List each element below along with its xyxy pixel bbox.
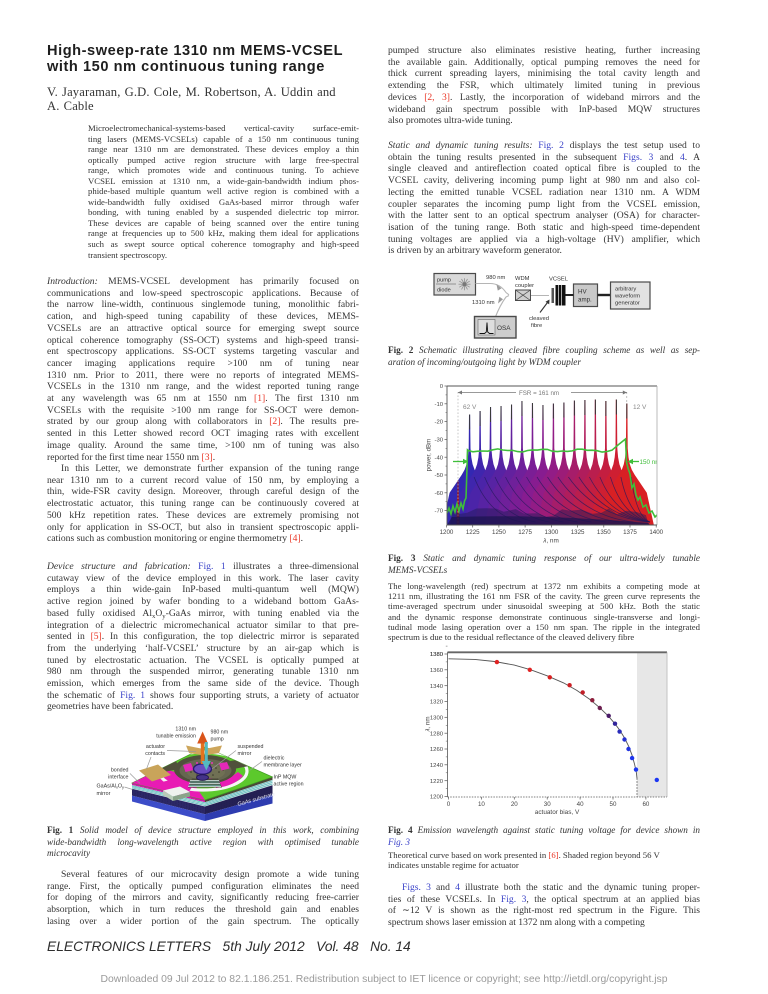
svg-text:arbitrary: arbitrary [615, 287, 636, 293]
svg-text:30: 30 [544, 801, 551, 808]
svg-text:-30: -30 [434, 438, 443, 444]
svg-text:1380: 1380 [430, 652, 444, 658]
svg-text:1200: 1200 [430, 795, 444, 801]
svg-text:1260: 1260 [430, 747, 444, 753]
svg-text:1240: 1240 [430, 763, 444, 769]
svg-text:contacts: contacts [145, 751, 165, 757]
svg-text:1400: 1400 [649, 529, 663, 536]
svg-text:fibre: fibre [531, 323, 542, 329]
svg-text:InP MQW: InP MQW [274, 775, 297, 781]
svg-text:cleaved: cleaved [529, 316, 549, 322]
svg-text:60: 60 [642, 801, 649, 808]
svg-text:1310 nm: 1310 nm [175, 727, 196, 733]
svg-text:980 nm: 980 nm [486, 275, 506, 281]
svg-text:1220: 1220 [430, 779, 444, 785]
svg-text:pump: pump [437, 278, 451, 284]
svg-text:1320: 1320 [430, 700, 444, 706]
svg-text:bonded: bonded [111, 768, 129, 774]
svg-text:62 V: 62 V [463, 404, 477, 411]
svg-text:-10: -10 [434, 402, 443, 408]
svg-text:diode: diode [437, 288, 451, 294]
svg-text:1250: 1250 [492, 529, 506, 536]
svg-text:pump: pump [211, 737, 224, 743]
svg-text:-20: -20 [434, 420, 443, 426]
svg-text:suspended: suspended [238, 744, 264, 750]
svg-text:OSA: OSA [497, 325, 511, 332]
svg-text:dielectric: dielectric [264, 756, 285, 762]
svg-text:1200: 1200 [440, 529, 454, 536]
svg-text:waveform: waveform [614, 294, 640, 300]
svg-text:mirror: mirror [238, 751, 252, 757]
svg-text:1275: 1275 [518, 529, 532, 536]
svg-text:WDM: WDM [515, 276, 530, 282]
svg-text:FSR = 161 nm: FSR = 161 nm [519, 390, 559, 397]
svg-text:-60: -60 [434, 491, 443, 497]
svg-text:mirror: mirror [97, 791, 111, 797]
svg-text:1300: 1300 [430, 715, 444, 721]
svg-text:1300: 1300 [545, 529, 559, 536]
svg-text:50: 50 [610, 801, 617, 808]
svg-text:-70: -70 [434, 509, 443, 515]
svg-text:generator: generator [615, 301, 640, 307]
svg-text:1280: 1280 [430, 731, 444, 737]
svg-text:1375: 1375 [623, 529, 637, 536]
svg-text:150 nm: 150 nm [640, 459, 661, 466]
svg-text:VCSEL: VCSEL [549, 277, 569, 283]
svg-text:GaAs/AlxOy: GaAs/AlxOy [97, 784, 125, 790]
svg-text:0: 0 [447, 801, 451, 808]
svg-text:coupler: coupler [515, 283, 534, 289]
svg-text:active region: active region [274, 782, 304, 788]
svg-text:1380: 1380 [430, 652, 444, 658]
svg-text:membrane layer: membrane layer [264, 763, 303, 769]
svg-text:actuator: actuator [146, 744, 165, 750]
svg-text:980 nm: 980 nm [211, 730, 229, 736]
svg-text:actuator bias, V: actuator bias, V [535, 809, 580, 816]
svg-text:1225: 1225 [466, 529, 480, 536]
svg-text:power, dBm: power, dBm [426, 439, 433, 472]
svg-text:12 V: 12 V [633, 404, 647, 411]
svg-text:20: 20 [511, 801, 518, 808]
svg-text:1325: 1325 [571, 529, 585, 536]
svg-text:1310 nm: 1310 nm [472, 300, 495, 306]
svg-text:λ, nm: λ, nm [542, 538, 559, 545]
svg-text:1340: 1340 [430, 684, 444, 690]
svg-text:10: 10 [478, 801, 485, 808]
svg-text:1360: 1360 [430, 668, 444, 674]
svg-text:interface: interface [108, 775, 128, 781]
svg-text:40: 40 [577, 801, 584, 808]
svg-text:-50: -50 [434, 473, 443, 479]
svg-text:HV: HV [578, 289, 587, 296]
svg-text:-40: -40 [434, 455, 443, 461]
svg-text:tunable emission: tunable emission [156, 734, 196, 740]
svg-text:1350: 1350 [597, 529, 611, 536]
svg-text:0: 0 [440, 384, 444, 390]
svg-text:λ, nm: λ, nm [425, 716, 432, 732]
svg-text:amp.: amp. [578, 297, 592, 304]
